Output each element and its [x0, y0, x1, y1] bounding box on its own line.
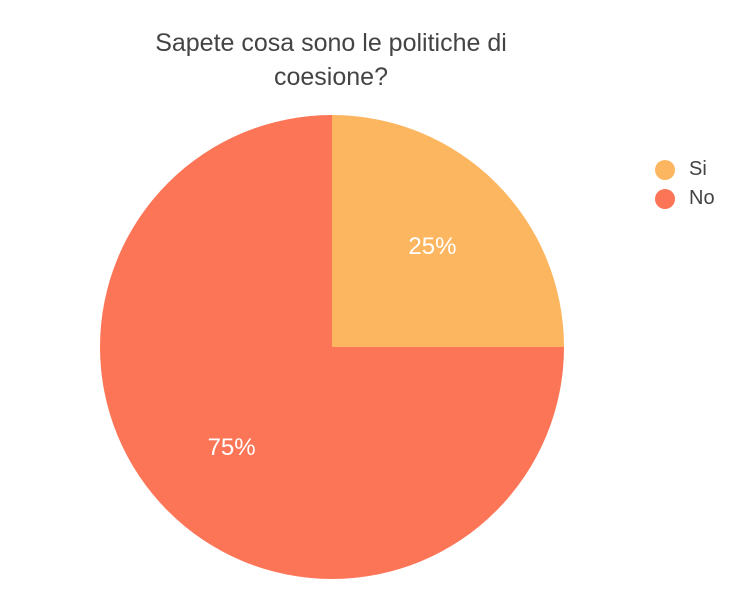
legend-item-no[interactable]: No — [655, 184, 715, 213]
chart-title: Sapete cosa sono le politiche di coesion… — [0, 26, 662, 94]
pie-slice-si[interactable] — [332, 115, 564, 347]
legend-item-si[interactable]: Si — [655, 155, 715, 184]
chart-title-line-2: coesione? — [274, 63, 388, 91]
chart-title-line-1: Sapete cosa sono le politiche di — [155, 29, 507, 57]
pie-data-labels: 25% 75% — [208, 233, 457, 461]
legend-swatch-si — [655, 159, 675, 180]
data-label-si: 25% — [408, 233, 456, 260]
legend: Si No — [655, 155, 715, 213]
pie-slice-no[interactable] — [100, 115, 564, 579]
legend-label-si: Si — [689, 158, 707, 180]
data-label-no: 75% — [208, 434, 256, 461]
legend-swatch-no — [655, 188, 675, 209]
legend-label-no: No — [689, 187, 715, 209]
pie-slices — [100, 115, 564, 579]
